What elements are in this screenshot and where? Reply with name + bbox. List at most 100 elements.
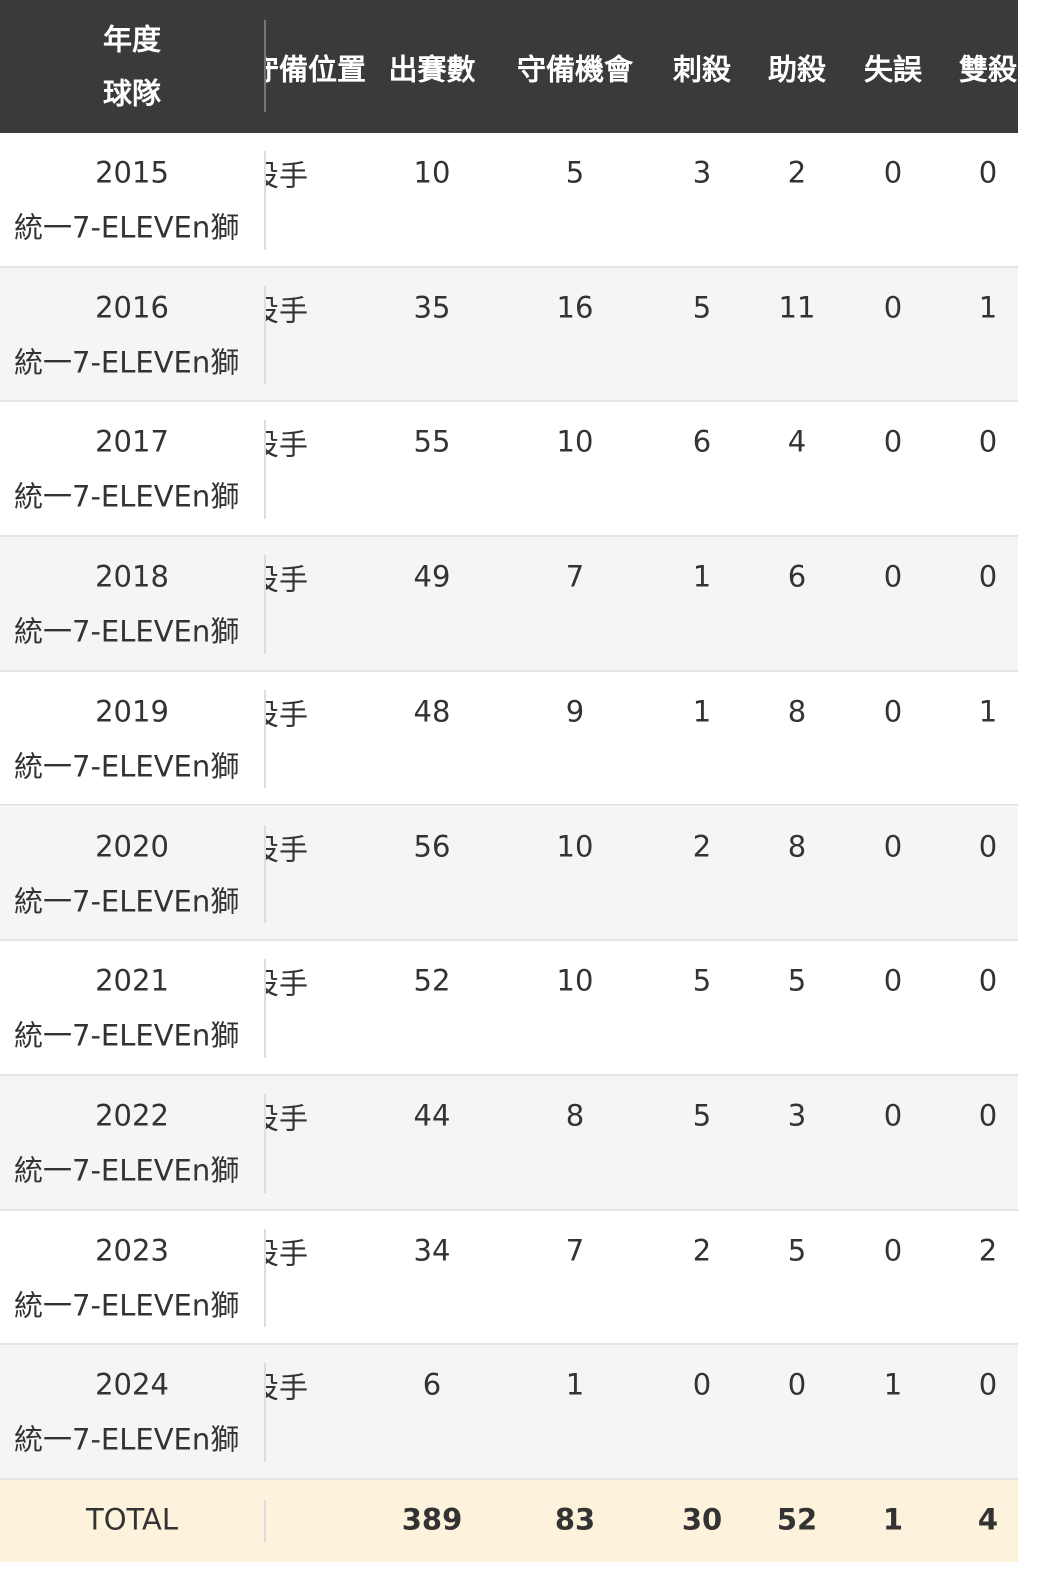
cell: 5 — [692, 963, 712, 998]
sticky-bg — [0, 1075, 265, 1209]
cell: 0 — [978, 424, 998, 459]
divider — [264, 1500, 266, 1542]
cell: 2 — [787, 155, 807, 190]
cell: 34 — [413, 1233, 451, 1268]
sticky-bg — [0, 133, 265, 266]
cell: 3 — [787, 1098, 807, 1133]
header-cell: 出賽數 — [388, 52, 476, 87]
cell: 35 — [413, 290, 451, 325]
cell: 16 — [556, 290, 594, 325]
cell: 6 — [422, 1367, 442, 1402]
cell: 8 — [787, 694, 807, 729]
cell: 統一7-ELEVEn獅 — [14, 1288, 240, 1323]
cell: 1 — [978, 694, 998, 729]
cell: 0 — [978, 1098, 998, 1133]
divider — [264, 20, 266, 112]
cell: 2019 — [95, 694, 169, 729]
sticky-bg — [0, 267, 265, 401]
cell: 10 — [556, 829, 594, 863]
cell: 0 — [787, 1367, 807, 1402]
divider — [264, 151, 266, 250]
cell: 5 — [692, 290, 712, 325]
cell: 統一7-ELEVEn獅 — [14, 1018, 240, 1053]
cell: 52 — [413, 963, 451, 998]
cell: 0 — [883, 155, 903, 190]
header-sticky — [0, 0, 265, 133]
cell: 0 — [883, 290, 903, 325]
cell: 統一7-ELEVEn獅 — [14, 210, 240, 245]
cell: 0 — [692, 1367, 712, 1402]
cell: 5 — [787, 963, 807, 998]
cell: 2024 — [95, 1367, 169, 1402]
cell: 10 — [556, 424, 594, 459]
cell: 統一7-ELEVEn獅 — [14, 1153, 240, 1188]
cell: 0 — [978, 559, 998, 594]
cell: 統一7-ELEVEn獅 — [14, 749, 240, 784]
total-cell: 1 — [882, 1502, 904, 1537]
divider — [264, 1093, 266, 1193]
cell: 5 — [787, 1233, 807, 1268]
divider — [264, 420, 266, 520]
sticky-bg — [0, 1345, 265, 1478]
cell: 2022 — [95, 1098, 169, 1133]
cell: 1 — [692, 694, 712, 729]
cell: 0 — [883, 424, 903, 459]
divider — [264, 285, 266, 385]
divider — [264, 959, 266, 1058]
cell: 0 — [883, 1098, 903, 1133]
cell: 7 — [565, 1233, 585, 1268]
cell: 0 — [978, 963, 998, 998]
sticky-bg — [0, 537, 265, 670]
sticky-bg — [0, 806, 265, 940]
cell: 10 — [413, 155, 451, 190]
cell: 5 — [565, 155, 585, 190]
cell: 2023 — [95, 1233, 169, 1268]
sticky-bg — [0, 941, 265, 1074]
cell: 2017 — [95, 424, 169, 459]
cell: 8 — [565, 1098, 585, 1133]
total-cell: 52 — [776, 1502, 818, 1537]
cell: 11 — [778, 290, 816, 325]
cell: 0 — [883, 829, 903, 863]
sticky-bg — [0, 1210, 265, 1344]
cell: 56 — [413, 829, 451, 863]
cell: 0 — [978, 1367, 998, 1402]
divider — [264, 1363, 266, 1462]
stats-table: 守備位置 出賽數 守備機會 刺殺 助殺 失誤 雙殺 年度 球隊 投手 10 5 3 2 0 0 2015 統一7-… — [0, 0, 1018, 1562]
total-cell: 4 — [977, 1502, 999, 1537]
header-cell: 失誤 — [863, 52, 923, 87]
total-bg — [0, 1480, 1018, 1562]
cell: 0 — [883, 694, 903, 729]
sticky-bg — [0, 671, 265, 805]
header-cell: 球隊 — [102, 76, 162, 111]
cell: 統一7-ELEVEn獅 — [14, 479, 240, 514]
cell: 4 — [787, 424, 807, 459]
header-cell: 守備位置 — [250, 52, 367, 87]
divider — [264, 689, 266, 789]
cell: 0 — [883, 1233, 903, 1268]
cell: 0 — [978, 155, 998, 190]
cell: 2021 — [95, 963, 169, 998]
total-label: TOTAL — [86, 1502, 178, 1537]
divider — [264, 824, 266, 924]
cell: 1 — [692, 559, 712, 594]
cell: 1 — [565, 1367, 585, 1402]
total-cell: 30 — [681, 1502, 723, 1537]
cell: 0 — [883, 559, 903, 594]
cell: 統一7-ELEVEn獅 — [14, 614, 240, 649]
cell: 5 — [692, 1098, 712, 1133]
cell: 0 — [883, 963, 903, 998]
cell: 2016 — [95, 290, 169, 325]
header-cell: 助殺 — [767, 52, 827, 87]
cell: 2 — [692, 829, 712, 863]
cell: 統一7-ELEVEn獅 — [14, 1422, 240, 1457]
divider — [264, 555, 266, 654]
cell: 10 — [556, 963, 594, 998]
cell: 49 — [413, 559, 451, 594]
header-cell: 雙殺 — [958, 52, 1018, 87]
cell: 1 — [978, 290, 998, 325]
cell: 統一7-ELEVEn獅 — [14, 345, 240, 380]
cell: 3 — [692, 155, 712, 190]
cell: 0 — [978, 829, 998, 863]
